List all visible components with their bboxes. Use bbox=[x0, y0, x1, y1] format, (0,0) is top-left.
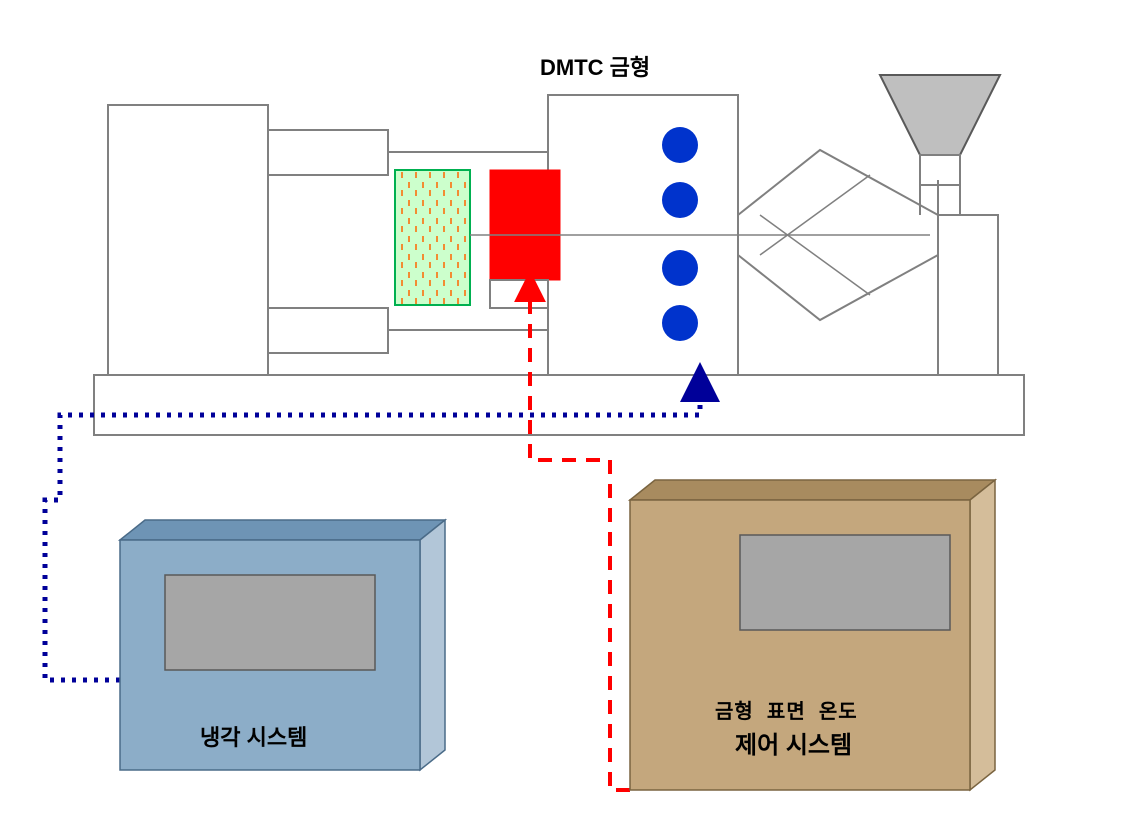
barrel-housing bbox=[938, 215, 998, 375]
nozzle-cross2 bbox=[760, 175, 870, 255]
nozzle-shape bbox=[738, 150, 938, 215]
machine-base bbox=[94, 375, 1024, 435]
heated-mold-block bbox=[490, 170, 560, 280]
hopper bbox=[880, 75, 1000, 155]
temp-control-label-line1: 금형 표면 온도 bbox=[715, 695, 858, 724]
cooling-system-screen bbox=[165, 575, 375, 670]
nozzle-shape-bot bbox=[738, 255, 938, 320]
temp-control-screen bbox=[740, 535, 950, 630]
nozzle-cross1 bbox=[760, 215, 870, 295]
cooling-channel bbox=[662, 127, 698, 163]
cooling-channel bbox=[662, 305, 698, 341]
mold-title-label: DMTC 금형 bbox=[540, 50, 650, 82]
diagram-stage: DMTC 금형 냉각 시스템 금형 표면 온도 제어 시스템 bbox=[0, 0, 1122, 819]
cooling-system-label: 냉각 시스템 bbox=[200, 720, 307, 752]
clamp-arm-bot bbox=[268, 308, 388, 353]
clamp-left-block bbox=[108, 105, 268, 375]
insulation-block bbox=[395, 170, 470, 305]
heated-mold-step bbox=[490, 280, 548, 308]
clamp-arm-top bbox=[268, 130, 388, 175]
temp-control-connection-line bbox=[530, 283, 630, 790]
temp-control-label-line2: 제어 시스템 bbox=[735, 725, 852, 760]
diagram-svg bbox=[0, 0, 1122, 819]
cooling-channel bbox=[662, 250, 698, 286]
cooling-channel bbox=[662, 182, 698, 218]
hopper-throat bbox=[920, 155, 960, 185]
